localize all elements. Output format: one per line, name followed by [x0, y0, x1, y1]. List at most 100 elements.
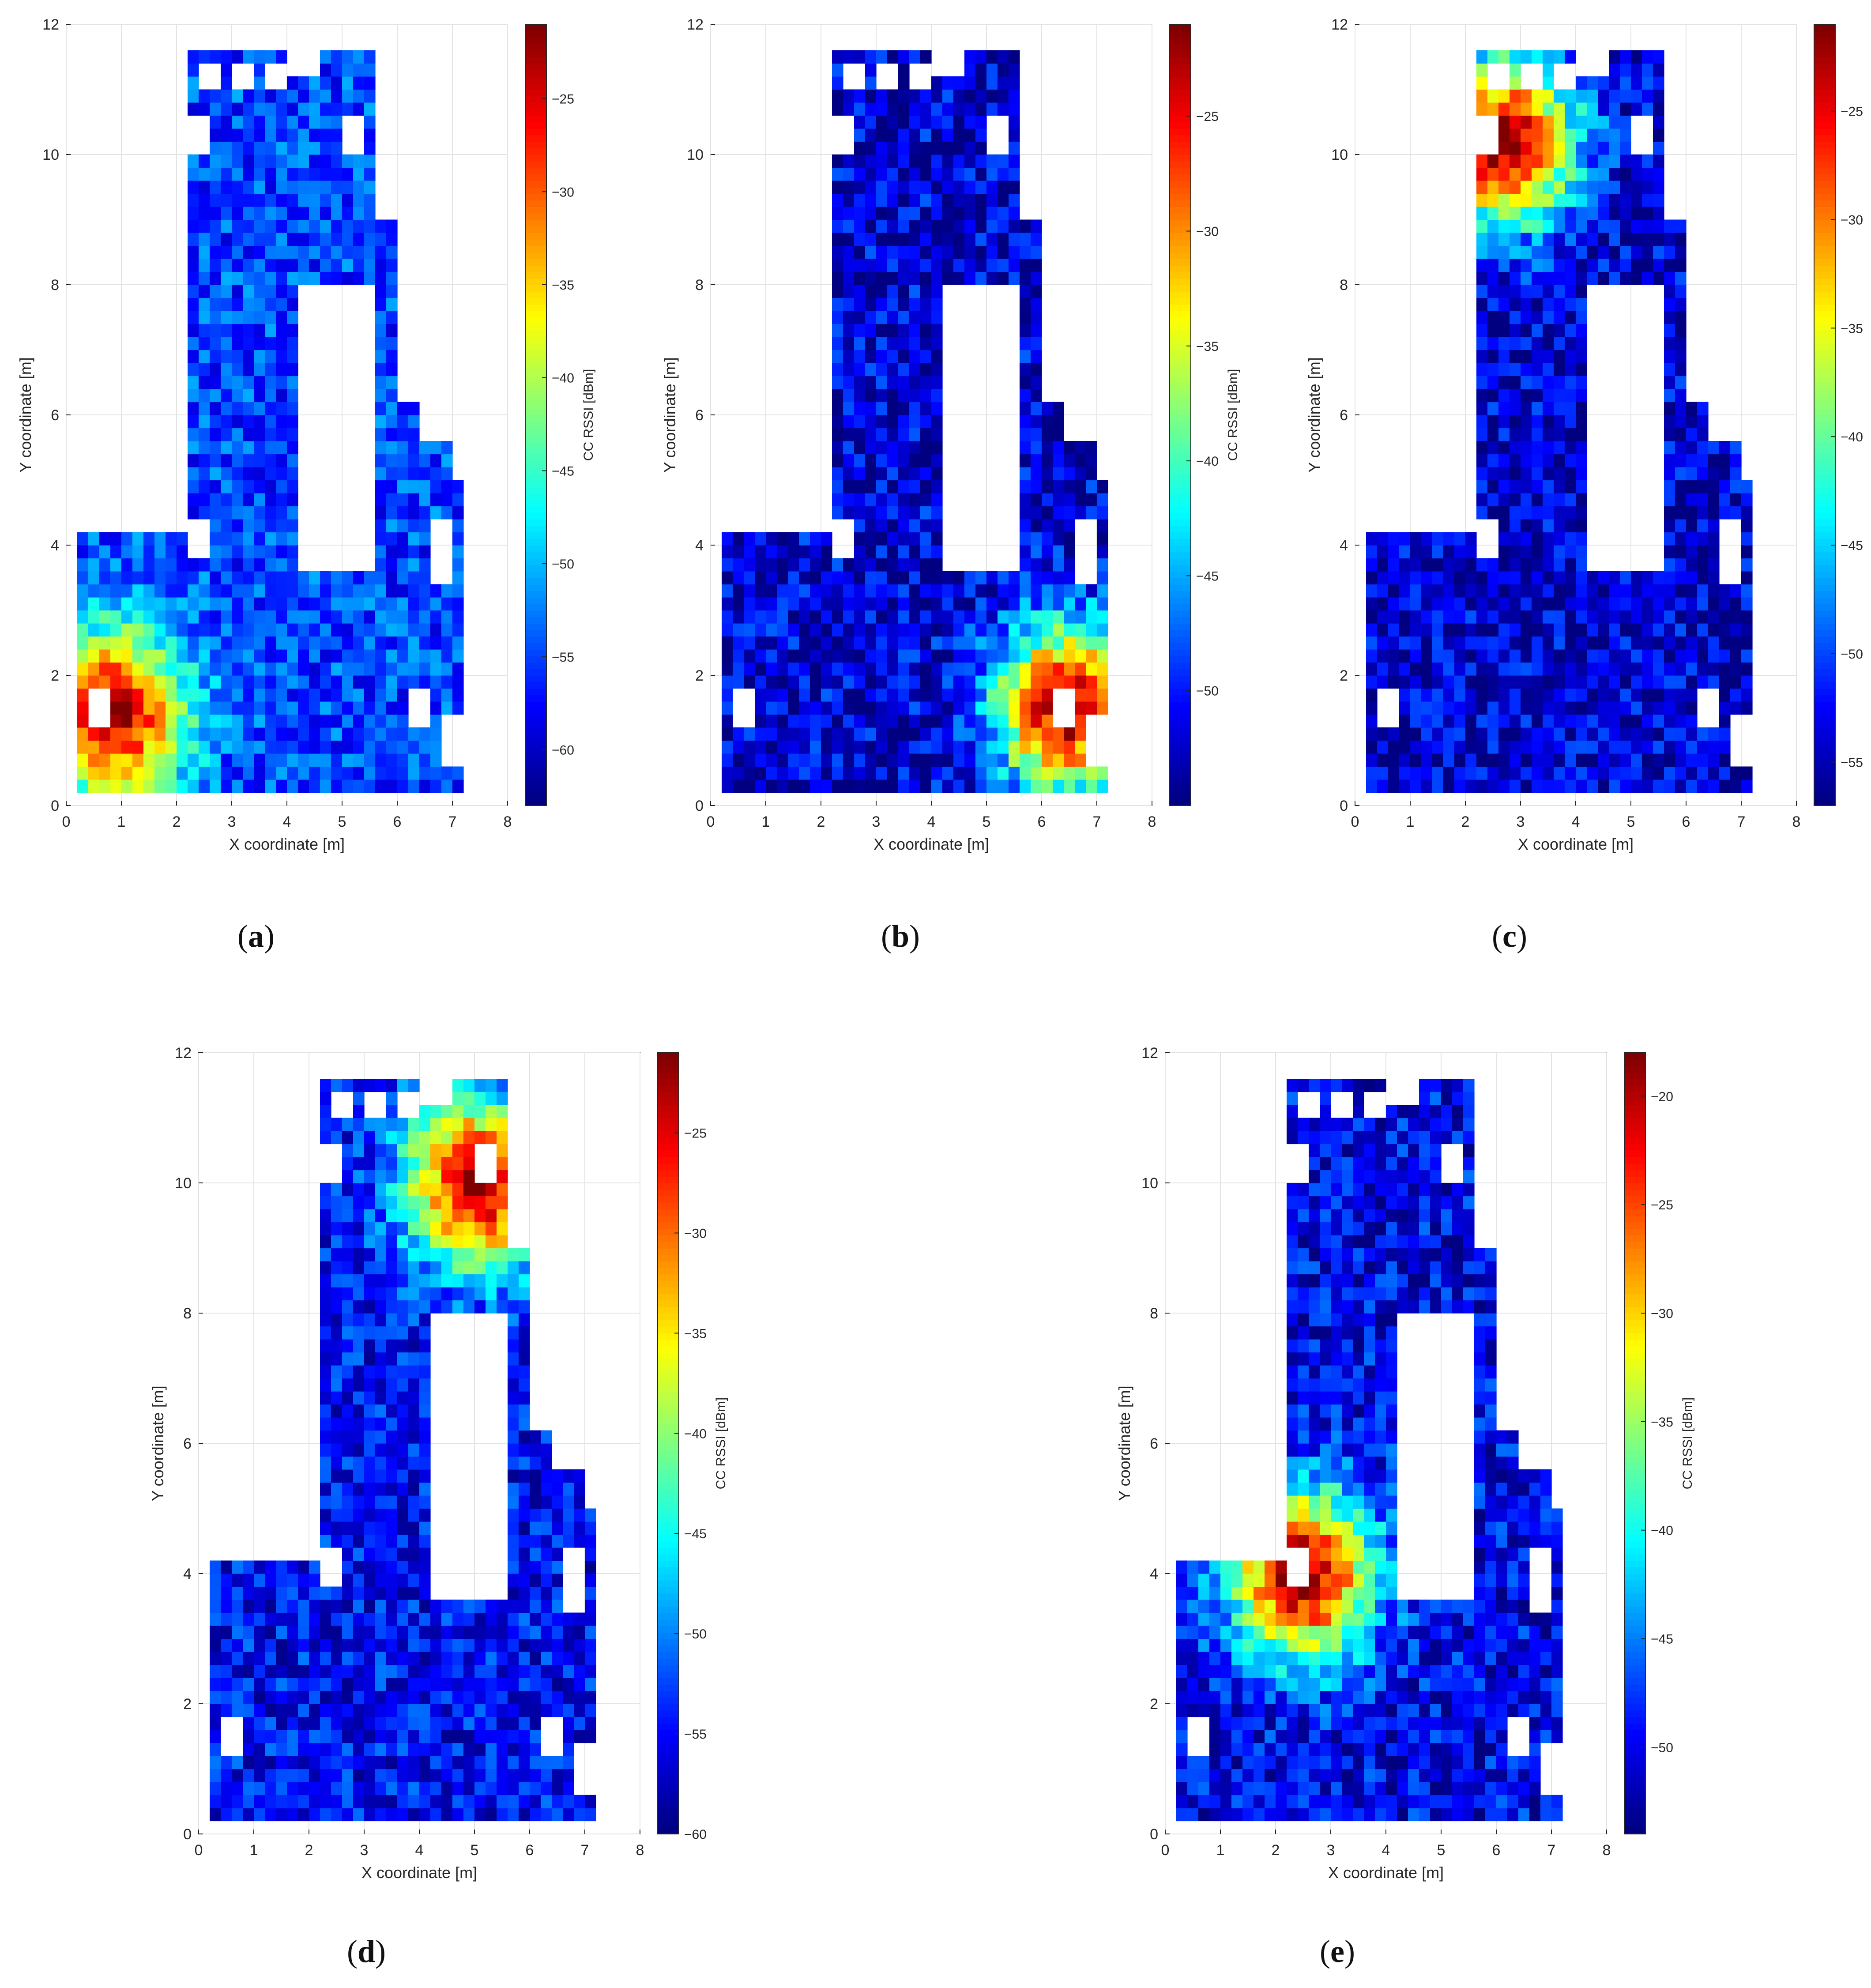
heatmap-cell	[898, 415, 910, 429]
heatmap-cell	[386, 740, 398, 754]
heatmap-cell	[287, 181, 298, 194]
colorbar-segment	[525, 747, 546, 754]
heatmap-cell	[1020, 324, 1031, 337]
heatmap-cell	[88, 610, 100, 624]
heatmap-cell	[1454, 649, 1466, 663]
heatmap-cell	[386, 610, 398, 624]
heatmap-cell	[1609, 76, 1620, 90]
heatmap-cell	[408, 1495, 420, 1509]
heatmap-cell	[909, 441, 921, 455]
heatmap-cell	[386, 415, 398, 429]
heatmap-cell	[1487, 271, 1499, 285]
heatmap-cell	[331, 649, 343, 663]
heatmap-cell	[1708, 571, 1720, 585]
heatmap-cell	[1554, 571, 1565, 585]
heatmap-cell	[986, 714, 998, 728]
heatmap-cell	[1576, 297, 1587, 311]
heatmap-cell	[441, 766, 453, 780]
heatmap-cell	[920, 467, 932, 481]
heatmap-cell	[953, 245, 965, 259]
heatmap-cell	[320, 1092, 331, 1105]
heatmap-cell	[1719, 506, 1731, 520]
colorbar-segment	[1170, 525, 1191, 533]
heatmap-cell	[287, 1600, 298, 1613]
heatmap-cell	[1421, 740, 1433, 754]
heatmap-cell	[920, 89, 932, 103]
heatmap-cell	[221, 285, 232, 298]
heatmap-cell	[77, 558, 89, 572]
heatmap-cell	[309, 636, 320, 650]
heatmap-cell	[408, 467, 420, 481]
heatmap-cell	[364, 1378, 376, 1392]
heatmap-cell	[1498, 571, 1510, 585]
heatmap-cell	[909, 675, 921, 689]
heatmap-cell	[386, 1261, 398, 1275]
heatmap-cell	[1521, 727, 1532, 741]
heatmap-cell	[287, 1769, 298, 1782]
heatmap-cell	[298, 207, 309, 220]
colorbar-segment	[1170, 50, 1191, 57]
heatmap-cell	[810, 558, 821, 572]
heatmap-cell	[276, 727, 287, 741]
heatmap-cell	[931, 363, 943, 377]
heatmap-cell	[353, 233, 365, 246]
heatmap-cell	[1609, 219, 1620, 233]
heatmap-cell	[265, 181, 276, 194]
heatmap-cell	[408, 1326, 420, 1340]
heatmap-cell	[1009, 636, 1020, 650]
heatmap-cell	[1708, 727, 1720, 741]
heatmap-cell	[408, 1417, 420, 1431]
heatmap-cell	[1708, 675, 1720, 689]
heatmap-cell	[1697, 558, 1709, 572]
heatmap-cell	[1675, 519, 1687, 533]
heatmap-cell	[309, 1638, 320, 1652]
heatmap-cell	[821, 727, 832, 741]
heatmap-cell	[1487, 441, 1499, 455]
colorbar-segment	[1814, 636, 1835, 644]
heatmap-cell	[1697, 532, 1709, 546]
heatmap-cell	[931, 688, 943, 702]
heatmap-cell	[1598, 779, 1609, 793]
heatmap-cell	[1487, 102, 1499, 116]
heatmap-cell	[1631, 154, 1642, 168]
heatmap-cell	[210, 675, 221, 689]
heatmap-cell	[865, 454, 877, 467]
heatmap-cell	[110, 597, 122, 611]
heatmap-cell	[1020, 662, 1031, 676]
heatmap-cell	[865, 506, 877, 520]
heatmap-cell	[1498, 636, 1510, 650]
heatmap-cell	[1009, 50, 1020, 64]
heatmap-cell	[1498, 545, 1510, 559]
heatmap-cell	[909, 297, 921, 311]
heatmap-cell	[931, 337, 943, 350]
heatmap-cell	[975, 675, 987, 689]
heatmap-cell	[810, 701, 821, 715]
heatmap-cell	[331, 1756, 343, 1770]
heatmap-cell	[430, 1118, 442, 1131]
heatmap-cell	[375, 610, 387, 624]
heatmap-cell	[1642, 753, 1653, 767]
heatmap-cell	[309, 1612, 320, 1626]
heatmap-cell	[1532, 376, 1543, 389]
heatmap-cell	[1498, 714, 1510, 728]
heatmap-cell	[1631, 207, 1642, 220]
heatmap-cell	[1565, 532, 1576, 546]
heatmap-cell	[1543, 154, 1554, 168]
colorbar-segment	[525, 369, 546, 377]
heatmap-cell	[110, 610, 122, 624]
heatmap-cell	[1510, 649, 1521, 663]
heatmap-cell	[1664, 727, 1675, 741]
colorbar-segment	[1170, 708, 1191, 715]
heatmap-cell	[1708, 766, 1720, 780]
colorbar-segment	[1170, 558, 1191, 565]
heatmap-cell	[99, 649, 111, 663]
heatmap-cell	[1708, 636, 1720, 650]
heatmap-cell	[188, 50, 199, 64]
heatmap-cell	[1686, 545, 1698, 559]
heatmap-cell	[1377, 675, 1389, 689]
heatmap-cell	[854, 259, 866, 272]
colorbar-segment	[1170, 317, 1191, 324]
heatmap-cell	[733, 597, 744, 611]
heatmap-cell	[1465, 766, 1477, 780]
heatmap-cell	[364, 1547, 376, 1561]
